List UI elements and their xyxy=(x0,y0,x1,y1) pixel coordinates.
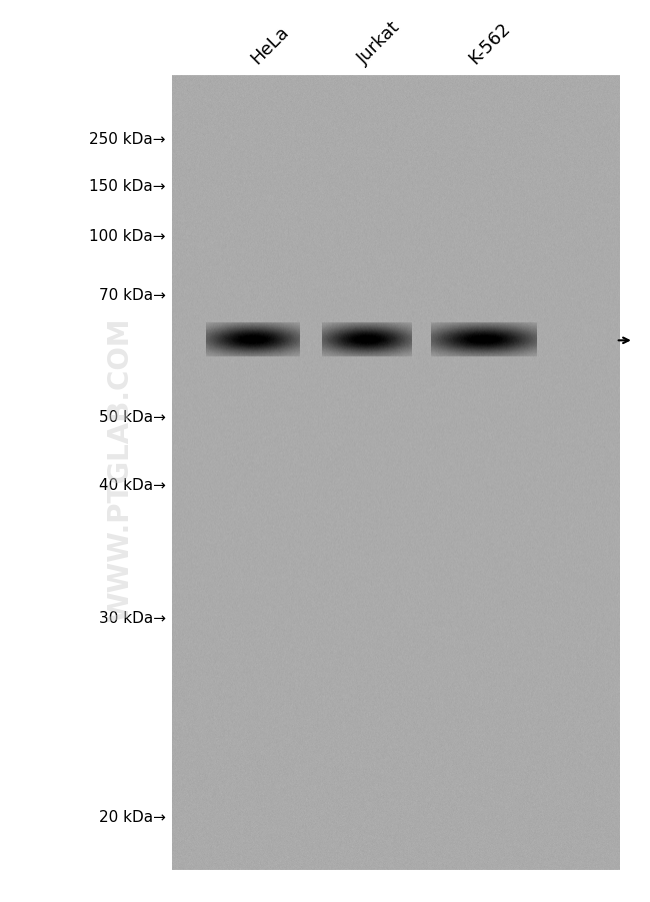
Text: 40 kDa→: 40 kDa→ xyxy=(99,478,166,492)
Text: 100 kDa→: 100 kDa→ xyxy=(89,229,166,244)
Text: Jurkat: Jurkat xyxy=(354,18,404,68)
Text: 250 kDa→: 250 kDa→ xyxy=(89,133,166,147)
Text: K-562: K-562 xyxy=(465,19,514,68)
Text: 30 kDa→: 30 kDa→ xyxy=(99,611,166,625)
Text: 20 kDa→: 20 kDa→ xyxy=(99,809,166,824)
Text: HeLa: HeLa xyxy=(247,23,292,68)
Text: 70 kDa→: 70 kDa→ xyxy=(99,288,166,302)
Text: 150 kDa→: 150 kDa→ xyxy=(89,179,166,194)
Text: 50 kDa→: 50 kDa→ xyxy=(99,410,166,424)
Text: WWW.PTGLAB.COM: WWW.PTGLAB.COM xyxy=(106,317,135,621)
